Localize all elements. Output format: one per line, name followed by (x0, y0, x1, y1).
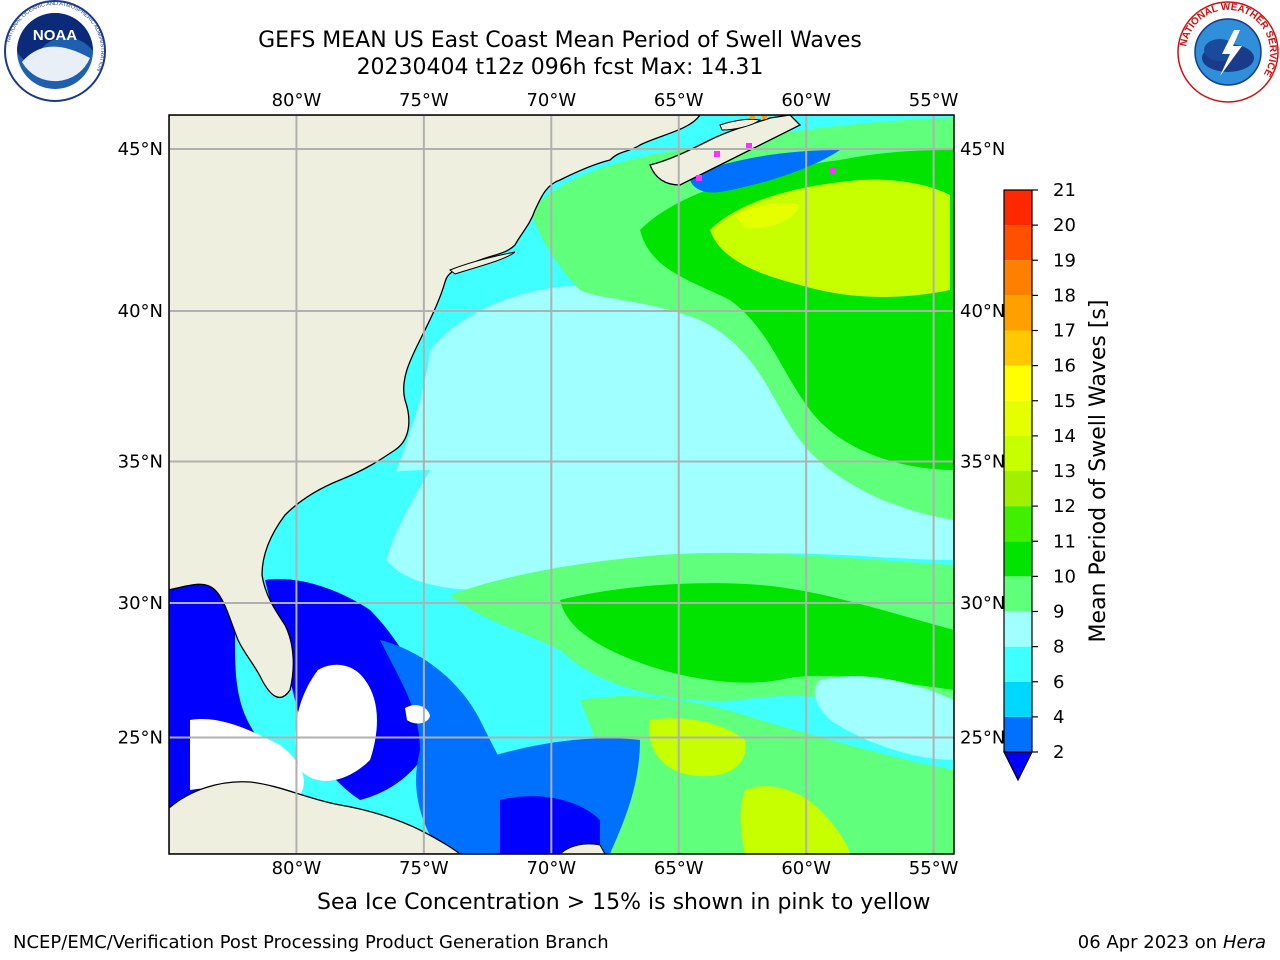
swell-zone-8-9-east (814, 676, 954, 760)
colorbar-segment (1004, 435, 1032, 471)
colorbar-tick-label: 11 (1053, 531, 1076, 552)
noaa-logo-text: NOAA (33, 27, 77, 44)
land-north-america (169, 115, 701, 699)
colorbar-under-arrow (1003, 751, 1033, 782)
title-line-2: 20230404 t12z 096h fcst Max: 14.31 (356, 55, 764, 80)
swell-zone-10-11-mid (560, 583, 954, 690)
lon-label-bottom: 70°W (526, 858, 576, 879)
lon-label-top: 80°W (272, 90, 322, 111)
noaa-logo: NOAA NATIONAL OCEANIC AND ATMOSPHERIC AD… (4, 0, 106, 102)
colorbar-segment (1004, 330, 1032, 366)
colorbar-tick-label: 12 (1053, 496, 1076, 517)
colorbar-tick-label: 8 (1053, 637, 1064, 658)
lat-label-left: 45°N (118, 139, 163, 160)
swell-zone-12-13-southeast (740, 786, 850, 854)
lon-label-top: 75°W (399, 90, 449, 111)
colorbar-segment (1004, 716, 1032, 752)
colorbar-tick-label: 20 (1053, 215, 1076, 236)
colorbar-tick-label: 15 (1053, 391, 1076, 412)
lon-label-top: 70°W (526, 90, 576, 111)
colorbar-segment (1004, 400, 1032, 436)
colorbar-tick-label: 21 (1053, 180, 1076, 201)
colorbar-segment (1004, 576, 1032, 612)
colorbar-segment (1004, 506, 1032, 542)
swell-zone-2-4-north (689, 150, 840, 193)
lon-label-top: 65°W (654, 90, 704, 111)
sea-ice-marker (714, 151, 720, 157)
lon-labels-top: 80°W 75°W 70°W 65°W 60°W 55°W (272, 90, 959, 111)
lat-label-right: 40°N (960, 301, 1005, 322)
lon-label-bottom: 65°W (654, 858, 704, 879)
colorbar-segment (1004, 225, 1032, 261)
colorbar-tick-label: 19 (1053, 250, 1076, 271)
lon-label-top: 60°W (781, 90, 831, 111)
lat-label-left: 25°N (118, 728, 163, 749)
land-prince-edward (719, 118, 762, 131)
swell-zone-12-13-south (649, 718, 746, 777)
graticule (169, 115, 954, 854)
colorbar-segment (1004, 646, 1032, 682)
land-hispaniola (559, 843, 606, 854)
colorbar-segment (1004, 365, 1032, 401)
colorbar-segment (1004, 190, 1032, 226)
colorbar-segment (1004, 260, 1032, 296)
colorbar: 2 4 6 8 9 10 11 12 13 14 15 16 17 18 19 20 21 (1003, 180, 1076, 782)
title-line-1: GEFS MEAN US East Coast Mean Period of S… (258, 28, 862, 53)
colorbar-tick-label: 2 (1053, 742, 1064, 763)
lon-labels-bottom: 80°W 75°W 70°W 65°W 60°W 55°W (272, 858, 959, 879)
swell-zone-8-9 (380, 285, 954, 590)
lon-label-bottom: 75°W (399, 858, 449, 879)
colorbar-tick-label: 16 (1053, 356, 1076, 377)
land-cuba (169, 781, 462, 854)
swell-zone-14-15-north (735, 203, 800, 229)
colorbar-tick-label: 18 (1053, 285, 1076, 306)
colorbar-tick-label: 6 (1053, 672, 1064, 693)
swell-zone-6-8-coast (270, 470, 430, 600)
sea-ice-marker (750, 115, 755, 119)
map-frame (168, 114, 955, 855)
lat-labels-right: 45°N 40°N 35°N 30°N 25°N (960, 139, 1005, 748)
colorbar-segment (1004, 295, 1032, 331)
sea-ice-note: Sea Ice Concentration > 15% is shown in … (317, 890, 931, 915)
lat-label-right: 35°N (960, 451, 1005, 472)
colorbar-segment (1004, 541, 1032, 577)
sea-ice-marker (829, 167, 835, 173)
nws-logo: NATIONAL WEATHER SERVICE (1177, 1, 1279, 103)
lon-label-top: 55°W (909, 90, 959, 111)
lon-label-bottom: 60°W (781, 858, 831, 879)
lat-labels-left: 45°N 40°N 35°N 30°N 25°N (118, 139, 163, 748)
colorbar-tick-label: 4 (1053, 707, 1064, 728)
footer-credit: NCEP/EMC/Verification Post Processing Pr… (13, 932, 609, 953)
sea-ice-marker (696, 175, 702, 181)
colorbar-segment (1004, 681, 1032, 717)
sea-ice-marker (746, 143, 752, 149)
land-long-island (449, 251, 516, 275)
lat-label-left: 35°N (118, 451, 163, 472)
colorbar-tick-label: 13 (1053, 461, 1076, 482)
lon-label-bottom: 80°W (272, 858, 322, 879)
footer-date-text: 06 Apr 2023 on (1077, 932, 1223, 953)
lat-label-left: 30°N (118, 593, 163, 614)
colorbar-segment (1004, 471, 1032, 507)
colorbar-tick-label: 17 (1053, 321, 1076, 342)
colorbar-segment (1004, 611, 1032, 647)
sea-ice-marker (762, 115, 767, 119)
lon-label-bottom: 55°W (909, 858, 959, 879)
lat-label-right: 25°N (960, 728, 1005, 749)
colorbar-tick-label: 9 (1053, 602, 1064, 623)
lat-label-left: 40°N (118, 301, 163, 322)
footer-date: 06 Apr 2023 on Hera (1078, 932, 1266, 953)
colorbar-tick-label: 14 (1053, 426, 1076, 447)
no-data-bahamas (295, 664, 377, 781)
lat-label-right: 30°N (960, 593, 1005, 614)
lat-label-right: 45°N (960, 139, 1005, 160)
swell-zone-2-4-caribbean (500, 796, 600, 854)
colorbar-label: Mean Period of Swell Waves [s] (1086, 300, 1111, 643)
colorbar-tick-label: 10 (1053, 566, 1076, 587)
footer-machine: Hera (1222, 932, 1266, 953)
